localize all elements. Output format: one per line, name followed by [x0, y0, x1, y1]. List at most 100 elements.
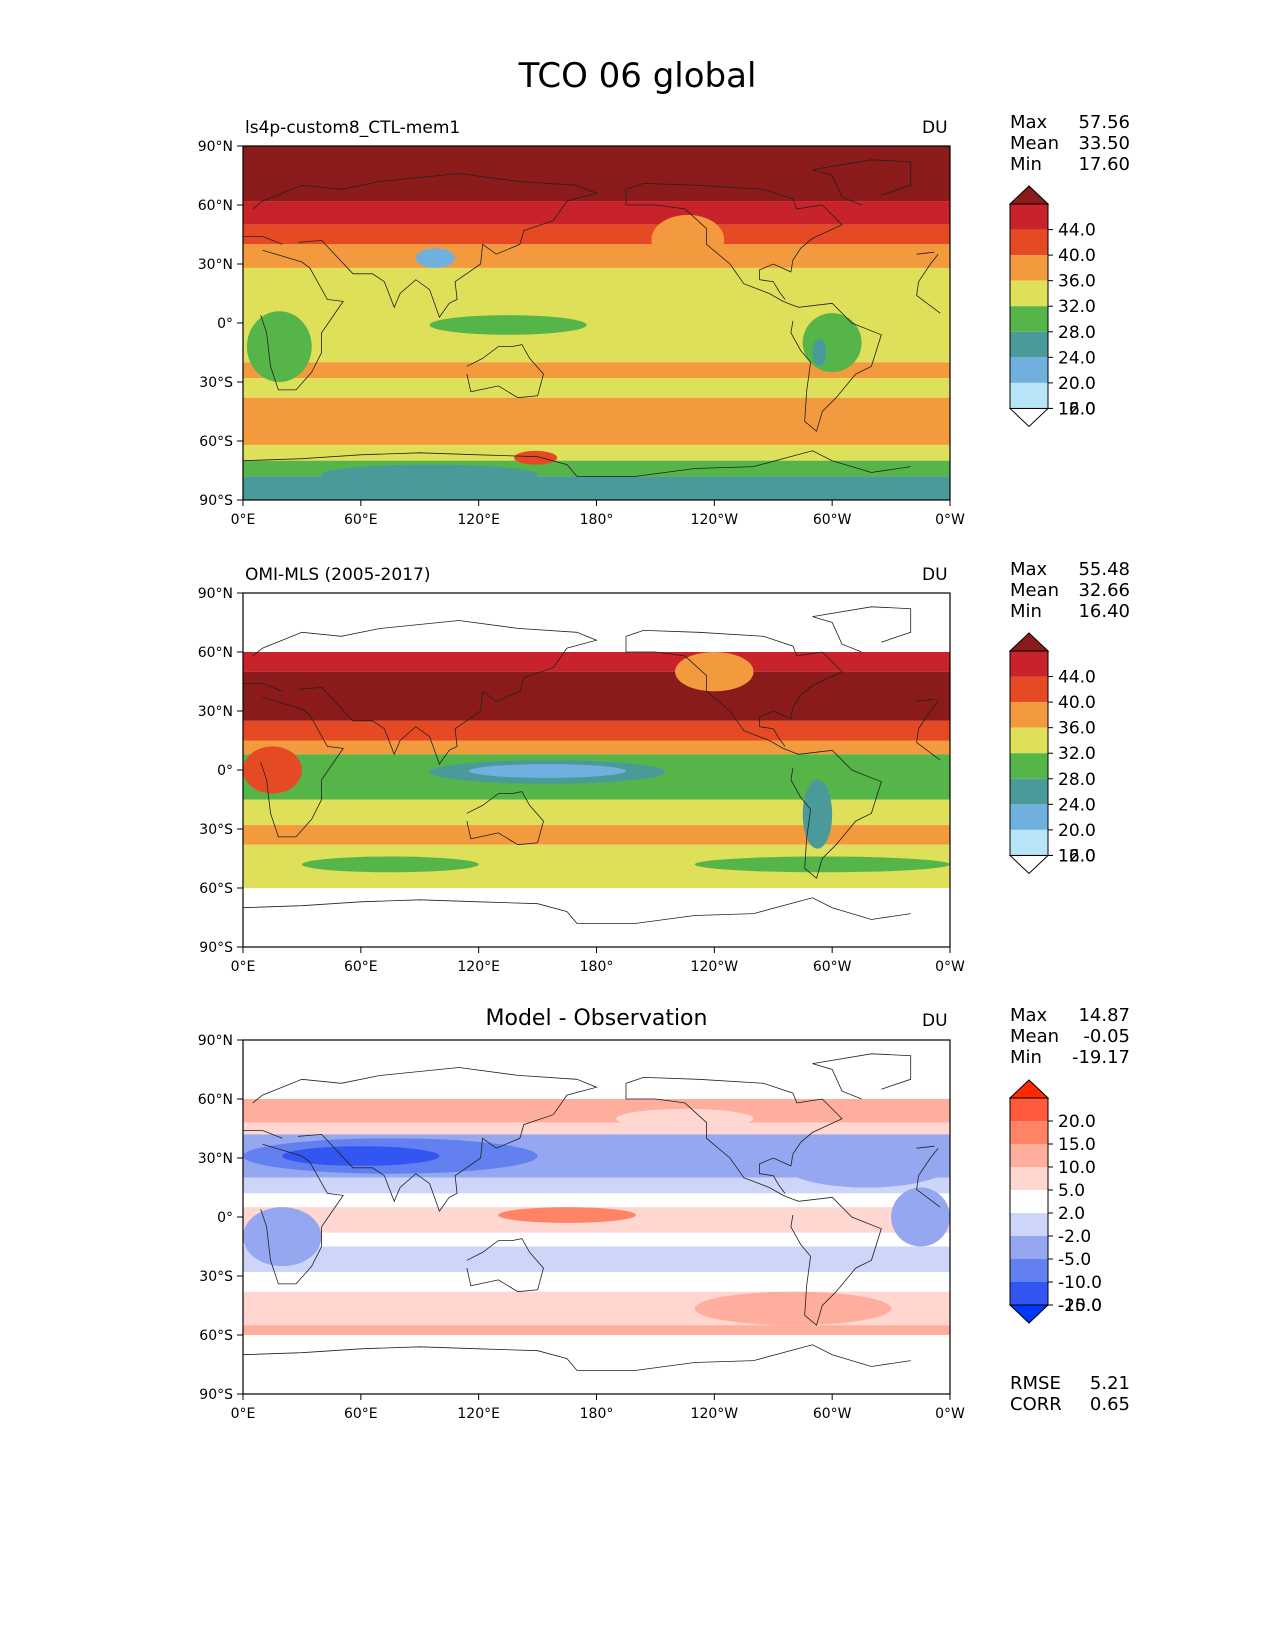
field-band — [243, 652, 950, 672]
colorbar-2: 44.0 40.0 36.0 32.0 28.0 24.0 20.0 16.012.0 — [1008, 632, 1096, 875]
colorbar-cell — [1010, 1144, 1048, 1167]
colorbar-tick-label: 2.0 — [1058, 1204, 1085, 1224]
field-patch — [243, 746, 302, 794]
stat-value: 55.48 — [1078, 559, 1130, 580]
colorbar-cell — [1010, 1213, 1048, 1236]
field-patch — [802, 779, 833, 849]
colorbar-frame — [1009, 203, 1049, 409]
y-tick-label: 60°S — [199, 1328, 233, 1344]
field-patch — [802, 313, 862, 373]
y-tick-label: 60°N — [198, 1092, 233, 1108]
colorbar-cell — [1010, 702, 1048, 728]
map-background — [243, 593, 950, 947]
stat-value: 17.60 — [1078, 154, 1130, 175]
map-panel-2: 0°E 60°E 120°E 180° 120°W 60°W 0°W 90°N 60°N 30°N… — [198, 586, 1096, 975]
field-band — [243, 740, 950, 755]
colorbar-tick-label: 12.0 — [1058, 846, 1096, 866]
stat-label: Min — [1010, 601, 1042, 622]
field-band — [243, 720, 950, 741]
x-tick-label: 60°E — [344, 512, 378, 528]
field-patch — [514, 450, 558, 465]
x-tick-label: 120°E — [457, 959, 500, 975]
coastline — [243, 1130, 283, 1139]
y-tick-label: 60°N — [198, 198, 233, 214]
colorbar-tick-label: 32.0 — [1058, 297, 1096, 317]
field-patch — [783, 1142, 950, 1188]
panel1-units: DU — [922, 118, 948, 138]
colorbar-cell — [1010, 331, 1048, 358]
stat-value: 32.66 — [1078, 580, 1130, 601]
x-tick-label: 60°E — [344, 959, 378, 975]
x-tick-label: 60°W — [813, 512, 852, 528]
stat-value: 5.21 — [1089, 1373, 1130, 1394]
colorbar-tick-label: 28.0 — [1058, 770, 1096, 790]
coastline — [466, 344, 544, 399]
colorbar-tick-label: -2.0 — [1058, 1227, 1091, 1247]
coastline — [243, 683, 283, 692]
x-tick-label: 60°W — [813, 959, 852, 975]
coastline — [252, 1067, 598, 1212]
field-patch — [694, 1291, 892, 1326]
coastline — [625, 182, 843, 306]
colorbar-extend-max — [1008, 1079, 1050, 1099]
field-band — [243, 1134, 950, 1178]
stat-label: CORR — [1010, 1394, 1062, 1415]
colorbar-tick-label: -15.0 — [1058, 1296, 1102, 1316]
field-band — [243, 1193, 950, 1208]
coastline — [812, 159, 912, 206]
field-patch — [415, 248, 456, 268]
coastline — [916, 253, 941, 314]
field-patch — [246, 311, 312, 382]
colorbar-tick-label: 36.0 — [1058, 719, 1096, 739]
colorbar-frame — [1009, 1097, 1049, 1306]
colorbar-cell — [1010, 306, 1048, 332]
stat-value: 16.40 — [1078, 601, 1130, 622]
colorbar-cell — [1010, 1282, 1048, 1305]
colorbar-tick-label: 24.0 — [1058, 348, 1096, 368]
map-panel-3: 0°E 60°E 120°E 180° 120°W 60°W 0°W 90°N 60°N 30°N… — [198, 1033, 1102, 1422]
colorbar-extend-min — [1008, 1304, 1050, 1324]
colorbar-extend-min — [1008, 407, 1050, 428]
field-patch — [651, 214, 725, 264]
colorbar-cell — [1010, 382, 1048, 409]
coastline — [625, 1076, 843, 1200]
panel3-title: Model - Observation — [485, 1006, 708, 1031]
field-band — [243, 825, 950, 845]
y-tick-label: 30°S — [199, 822, 233, 838]
coastline — [260, 249, 344, 391]
colorbar-1: 44.0 40.0 36.0 32.0 28.0 24.0 20.0 16.012.0 — [1008, 185, 1096, 428]
colorbar-tick-label: 5.0 — [1058, 1181, 1085, 1201]
coastline — [790, 1196, 882, 1326]
colorbar-cell — [1010, 804, 1048, 830]
map-panel-1: 0°E 60°E 120°E 180° 120°W 60°W 0°W 90°N 60°N 30°N… — [198, 139, 1096, 528]
colorbar-tick-label: 44.0 — [1058, 668, 1096, 688]
coastline — [252, 620, 598, 765]
field-patch — [498, 1207, 636, 1223]
x-tick-label: 60°E — [344, 1406, 378, 1422]
colorbar-tick-label: 15.0 — [1058, 1135, 1096, 1155]
colorbar-tick-label: 20.0 — [1058, 821, 1096, 841]
field-patch — [891, 1187, 951, 1247]
y-tick-label: 30°S — [199, 375, 233, 391]
colorbar-cell — [1010, 1259, 1048, 1282]
field-band — [243, 201, 950, 225]
y-tick-label: 60°S — [199, 881, 233, 897]
coastline — [625, 629, 843, 753]
field-band — [243, 244, 950, 268]
y-tick-label: 90°N — [198, 1033, 233, 1049]
stat-label: Mean — [1010, 1026, 1060, 1047]
coastline — [812, 1053, 912, 1100]
coastline — [242, 1344, 911, 1371]
colorbar-cell — [1010, 829, 1048, 856]
colorbar-extend-max — [1008, 632, 1050, 652]
x-tick-label: 180° — [580, 1406, 614, 1422]
colorbar-cell — [1010, 1190, 1048, 1213]
field-band — [243, 799, 950, 826]
coastline — [812, 606, 912, 653]
map-frame — [242, 1039, 951, 1395]
field-band — [243, 444, 950, 461]
y-tick-label: 90°N — [198, 586, 233, 602]
map-background — [243, 146, 950, 500]
y-tick-label: 90°S — [199, 940, 233, 956]
coastline — [252, 173, 598, 318]
